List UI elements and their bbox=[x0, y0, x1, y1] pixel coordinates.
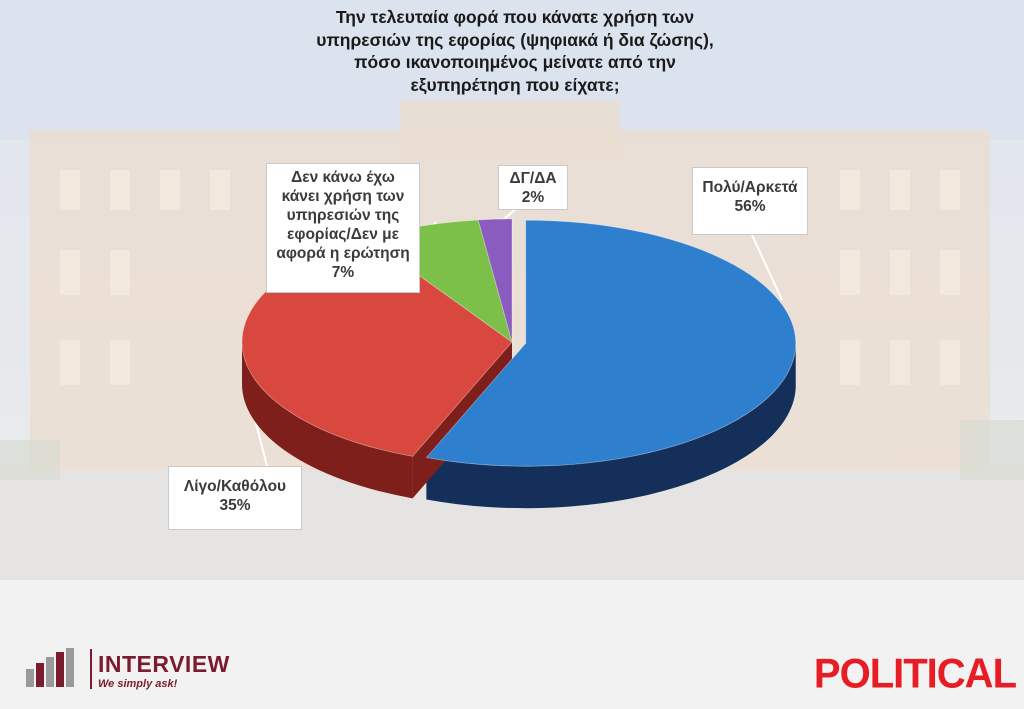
title-line: Την τελευταία φορά που κάνατε χρήση των bbox=[335, 7, 695, 27]
slice-label-dg: ΔΓ/ΔΑ 2% bbox=[498, 165, 568, 210]
pie-slice-dg bbox=[477, 218, 513, 343]
slice-label-text: Δεν κάνω έχω bbox=[291, 169, 395, 186]
slice-label-value: 2% bbox=[521, 189, 545, 206]
pie-slice-side-polu bbox=[426, 343, 796, 509]
slice-label-value: 7% bbox=[331, 264, 355, 281]
slice-label-den: Δεν κάνω έχω κάνει χρήση των υπηρεσιών τ… bbox=[266, 163, 420, 293]
title-line: υπηρεσιών της εφορίας (ψηφιακά ή δια ζώσ… bbox=[316, 29, 714, 50]
slice-label-polu: Πολύ/Αρκετά 56% bbox=[692, 167, 808, 235]
slice-label-text: κάνει χρήση των bbox=[281, 188, 405, 205]
slice-label-text: Πολύ/Αρκετά bbox=[702, 179, 798, 196]
title-line: εξυπηρέτηση που είχατε; bbox=[410, 74, 620, 95]
chart-title: Την τελευταία φορά που κάνατε χρήση των … bbox=[205, 6, 825, 96]
political-logo: POLITICAL bbox=[813, 650, 1017, 698]
logo-divider bbox=[90, 649, 92, 689]
interview-name: INTERVIEW bbox=[98, 651, 230, 677]
slice-label-value: 56% bbox=[734, 198, 766, 215]
slice-label-ligo: Λίγο/Καθόλου 35% bbox=[168, 466, 302, 530]
interview-tagline: We simply ask! bbox=[98, 678, 178, 690]
pie-slice-side-ligo bbox=[241, 342, 413, 499]
slice-label-text: υπηρεσιών της bbox=[286, 207, 400, 224]
slice-label-text: Λίγο/Καθόλου bbox=[183, 478, 287, 495]
interview-logo: INTERVIEW We simply ask! bbox=[24, 645, 254, 695]
callout-line-polu bbox=[751, 234, 783, 301]
slice-label-text: ΔΓ/ΔΑ bbox=[509, 170, 557, 187]
slice-label-text: εφορίας/Δεν με bbox=[287, 226, 399, 243]
title-line: πόσο ικανοποιημένος μείνατε από την bbox=[354, 52, 676, 72]
slice-label-value: 35% bbox=[219, 497, 251, 514]
interview-bars-icon bbox=[26, 648, 74, 687]
slice-label-text: αφορά η ερώτηση bbox=[276, 245, 410, 262]
pie-slice-polu bbox=[425, 219, 797, 467]
